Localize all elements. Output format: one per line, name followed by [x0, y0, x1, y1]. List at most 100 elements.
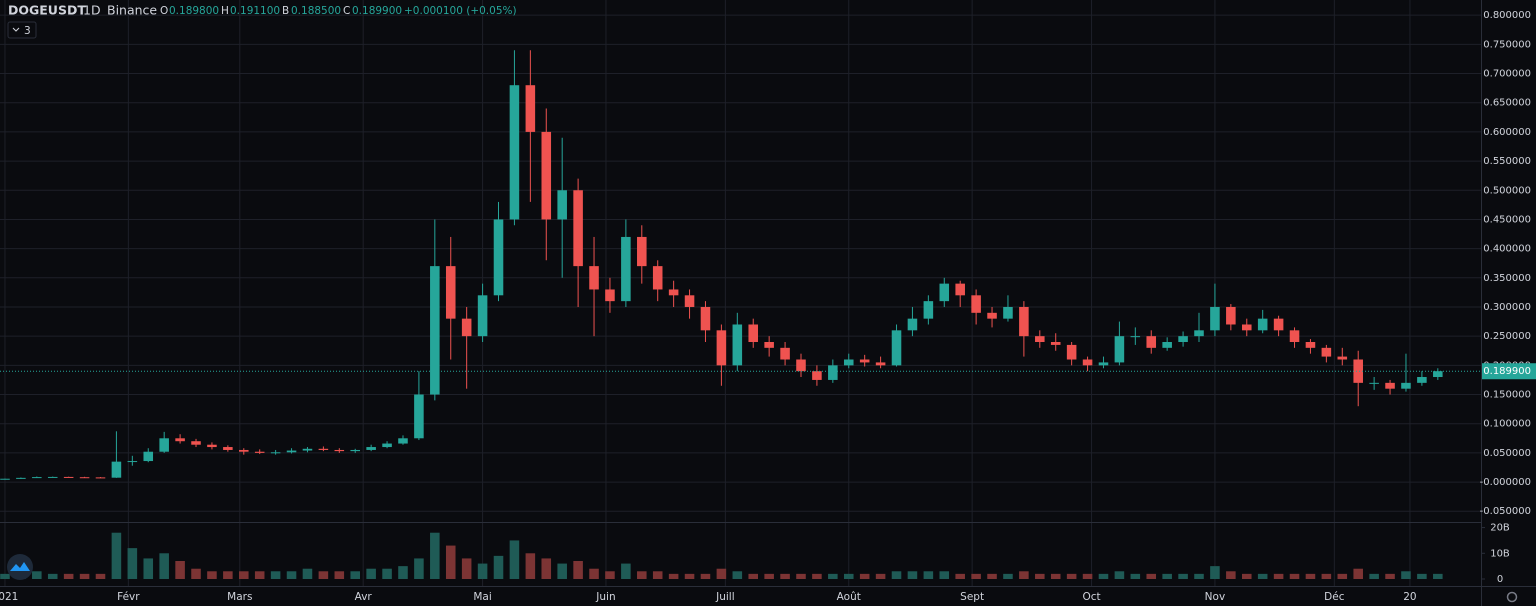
volume-bar: [63, 573, 74, 579]
volume-bar: [700, 573, 711, 579]
candle-body: [732, 324, 743, 366]
volume-bar: [1273, 573, 1284, 579]
candle-body: [1003, 306, 1013, 319]
volume-bar: [159, 553, 169, 579]
candle-body: [716, 330, 727, 366]
y-tick-label: 0.400000: [1483, 244, 1531, 255]
volume-bar: [716, 568, 727, 579]
candle-body: [398, 438, 408, 444]
candle-body: [668, 289, 679, 296]
x-tick-label: Oct: [1082, 591, 1100, 603]
candle-body: [939, 283, 950, 302]
candle-body: [1146, 336, 1157, 348]
volume-bar: [557, 563, 567, 579]
volume-bar: [79, 573, 90, 579]
candle-body: [111, 461, 122, 478]
candle-body: [1321, 347, 1332, 357]
volume-bar: [47, 573, 58, 579]
last-price-label: 0.189900: [1483, 366, 1531, 377]
header: DOGEUSDT 1D Binance O 0.189800 H 0.191100 B 0…: [7, 3, 517, 39]
volume-bar: [652, 571, 663, 579]
volume-bar: [1353, 568, 1363, 579]
candle-body: [47, 476, 58, 478]
volume-bar: [668, 573, 679, 579]
candle-body: [828, 365, 838, 380]
candle-body: [79, 477, 90, 479]
volume-bar: [493, 555, 504, 579]
y-tick-label: 0.300000: [1483, 302, 1531, 313]
candle-body: [95, 477, 106, 479]
volume-bar: [1210, 566, 1220, 579]
y-tick-label: 0.800000: [1483, 10, 1531, 21]
candle-body: [987, 312, 997, 319]
volume-bar: [398, 566, 408, 579]
volume-bar: [445, 545, 456, 579]
volume-bar: [1050, 573, 1061, 579]
volume-bar: [1178, 573, 1188, 579]
volume-tick-label: 0: [1497, 574, 1503, 585]
x-tick-label: Juill: [715, 591, 735, 603]
volume-bar: [1305, 573, 1316, 579]
candle-body: [318, 448, 329, 450]
volume-bar: [907, 571, 918, 579]
logo[interactable]: [7, 554, 33, 580]
candle-body: [812, 371, 822, 380]
volume-bar: [207, 571, 217, 579]
candle-body: [875, 362, 886, 366]
candle-body: [1433, 371, 1443, 378]
volume-bar: [812, 573, 822, 579]
volume-bar: [223, 571, 233, 579]
indicator-count: 3: [24, 25, 31, 37]
x-tick-label: Août: [837, 591, 861, 603]
volume-bar: [286, 571, 297, 579]
volume-bar: [1289, 573, 1300, 579]
candle-body: [461, 318, 472, 337]
candle-body: [143, 451, 154, 462]
volume-bar: [1417, 573, 1427, 579]
candle-body: [541, 131, 552, 220]
x-tick-label: Mai: [473, 591, 491, 603]
volume-bar: [430, 532, 440, 579]
volume-bar: [1098, 573, 1109, 579]
volume-bar: [334, 571, 345, 579]
volume-bar: [843, 573, 854, 579]
indicator-toggle[interactable]: [7, 21, 37, 39]
volume-bar: [541, 558, 552, 579]
ohlc-value: 0.189900: [352, 5, 402, 17]
candle-body: [477, 295, 488, 337]
candle-body: [796, 359, 806, 372]
volume-bar: [191, 568, 201, 579]
candle-body: [207, 444, 217, 448]
plot-area: [0, 50, 1481, 579]
volume-bar: [1035, 573, 1045, 579]
ohlc-key: H: [221, 5, 229, 17]
candle-body: [32, 477, 42, 479]
volume-bar: [254, 571, 265, 579]
axes: 2021 Févr Mars Avr Mai Juin Juill Août Sept Oct No…: [0, 10, 1536, 603]
candle-body: [621, 236, 631, 302]
volume-bar: [1433, 573, 1443, 579]
y-tick-label: -0.000000: [1480, 477, 1531, 488]
volume-bar: [95, 573, 106, 579]
volume-bar: [318, 571, 329, 579]
volume-bar: [955, 573, 965, 579]
volume-bar: [1082, 573, 1093, 579]
volume-bar: [637, 571, 647, 579]
volume-bar: [461, 558, 472, 579]
volume-bar: [1019, 571, 1029, 579]
last-price-badge: [1482, 363, 1536, 380]
settings-button[interactable]: [1506, 591, 1518, 603]
candle-body: [859, 359, 870, 363]
symbol: DOGEUSDT: [8, 3, 86, 18]
candle-body: [239, 449, 249, 452]
ohlc-key: C: [343, 5, 350, 17]
candle-body: [1082, 359, 1093, 366]
volume-bar: [366, 568, 376, 579]
volume-bar: [1066, 573, 1077, 579]
volume-tick-label: 20B: [1490, 523, 1510, 534]
candle-body: [557, 190, 567, 220]
candle-body: [445, 266, 456, 319]
candle-body: [1035, 336, 1045, 342]
x-tick-label: Févr: [117, 591, 140, 603]
